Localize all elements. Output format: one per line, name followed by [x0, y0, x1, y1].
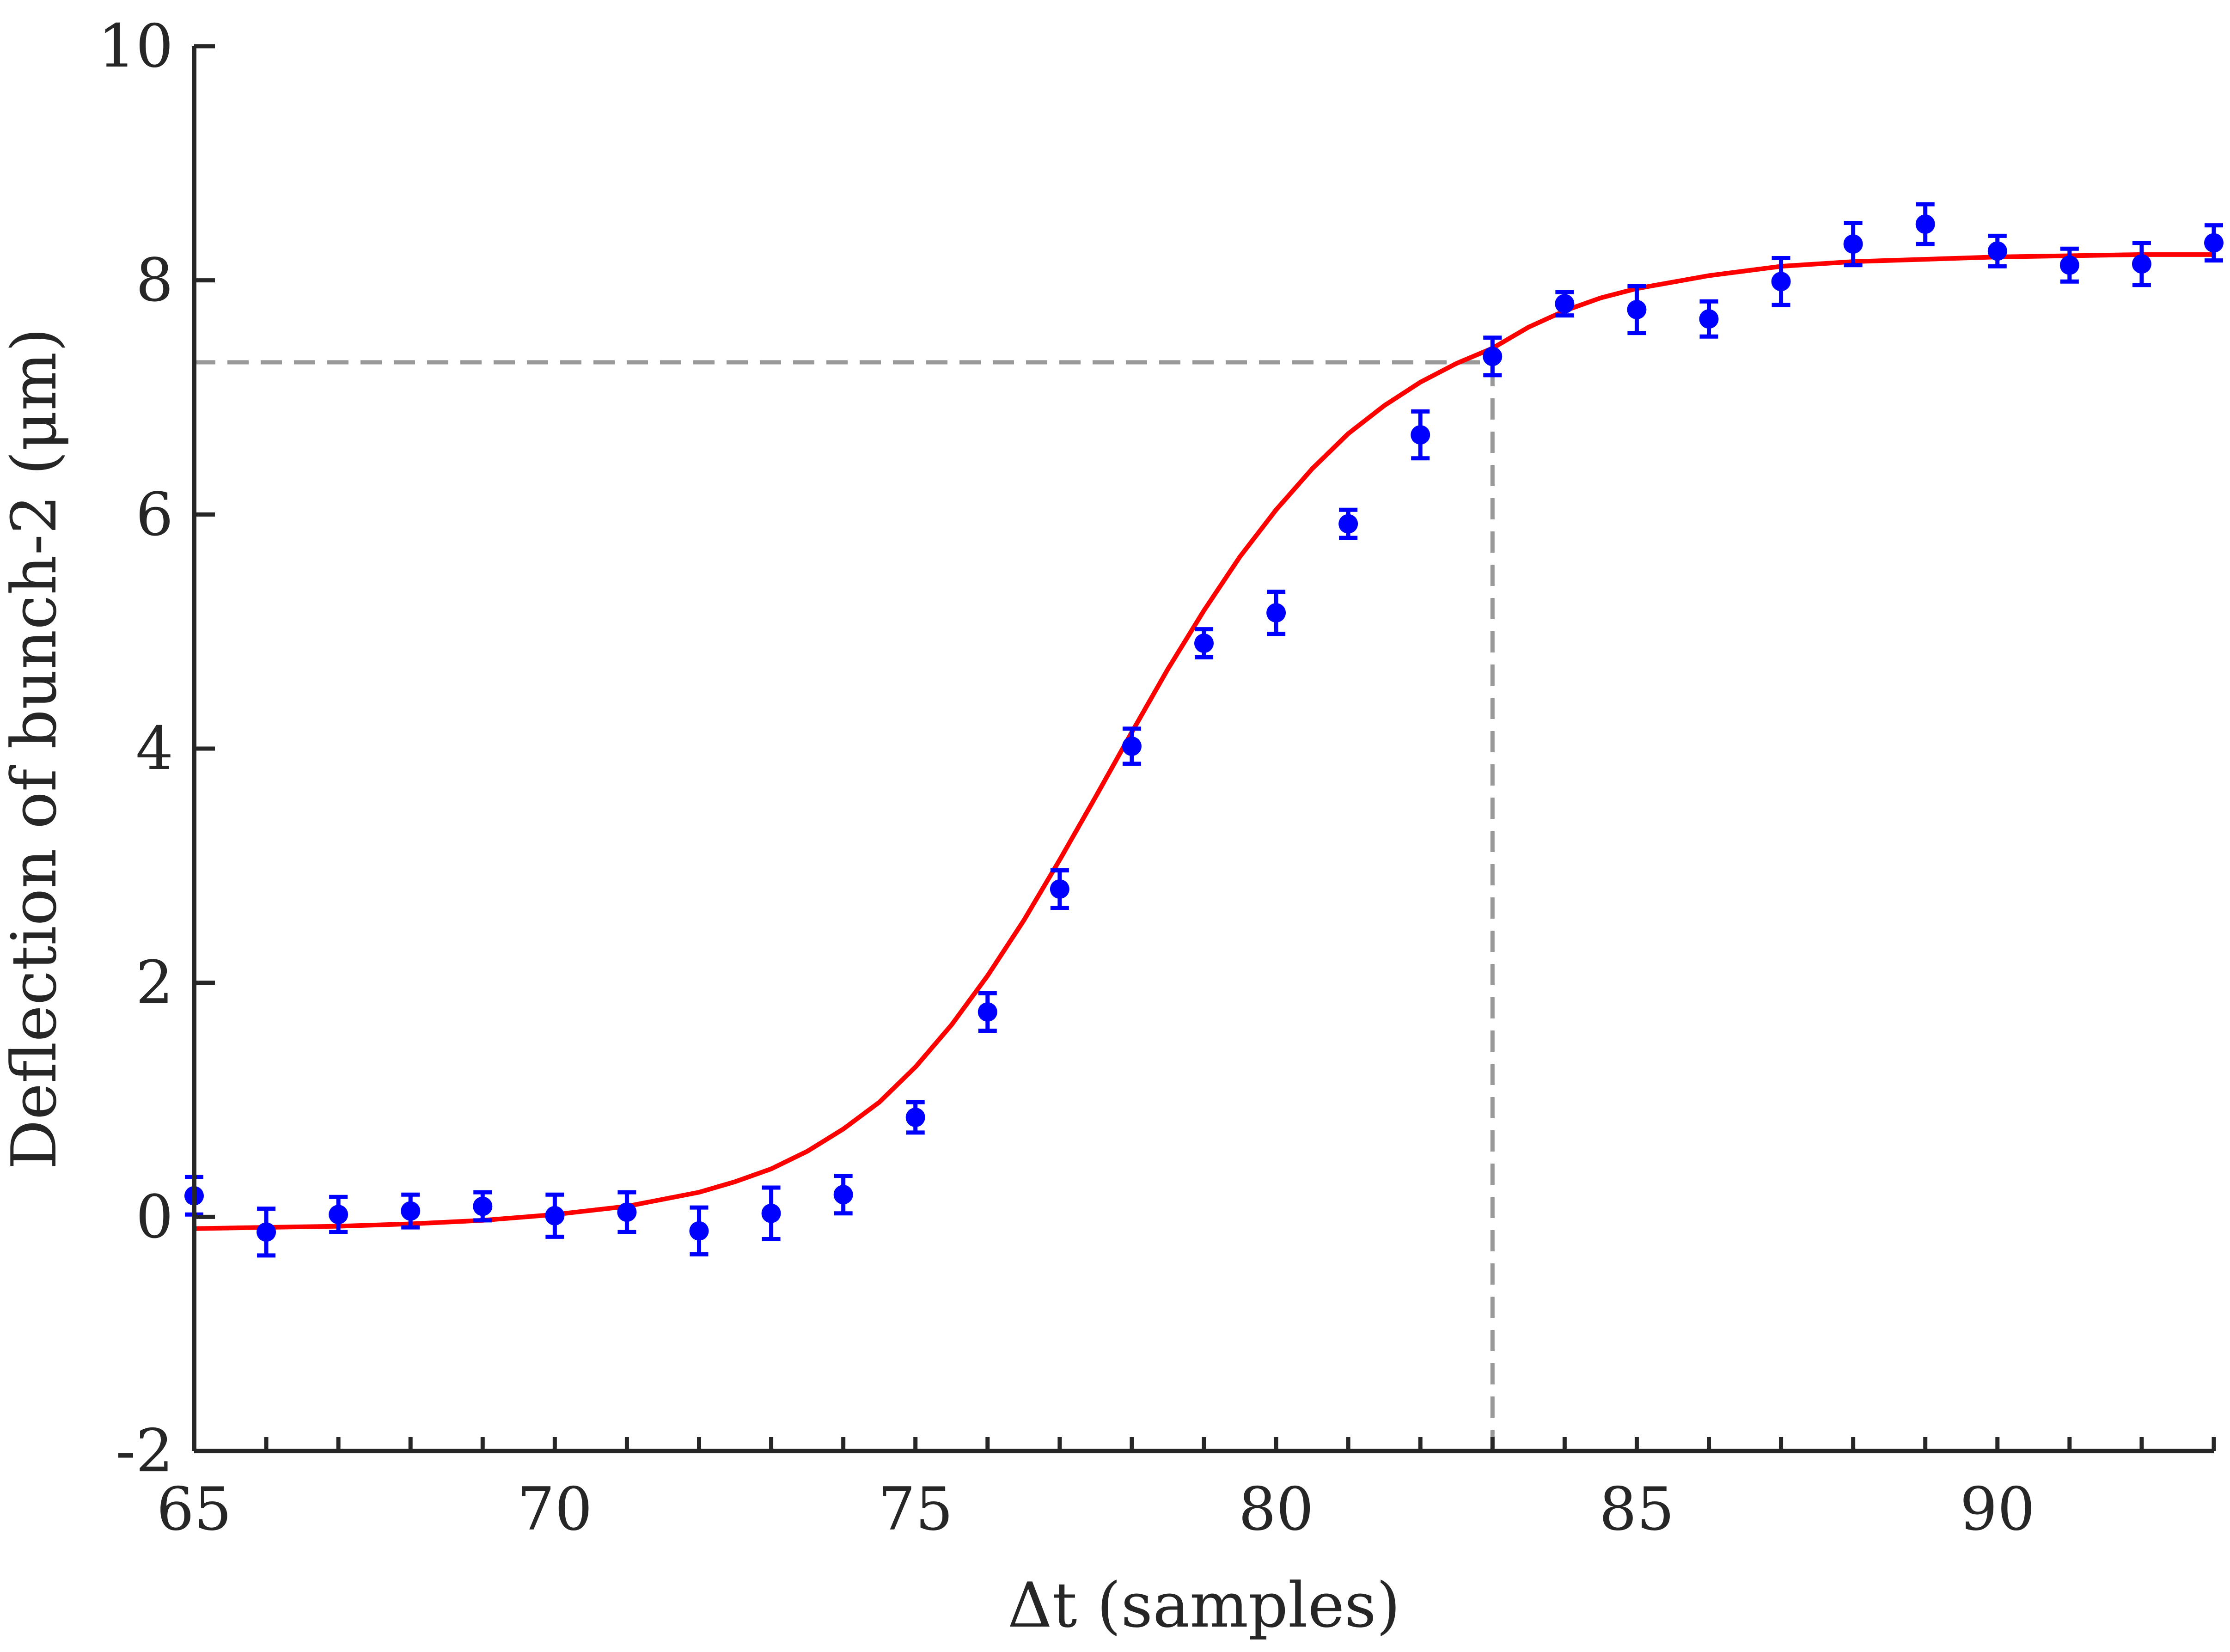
data-point	[1843, 234, 1863, 254]
data-point	[1194, 634, 1214, 653]
x-tick-label: 65	[157, 1475, 232, 1544]
data-point	[1915, 214, 1935, 234]
data-point	[1987, 241, 2007, 261]
axes	[192, 44, 2216, 1453]
data-point	[1266, 603, 1286, 623]
data-point	[2132, 254, 2151, 274]
x-tick-label: 75	[878, 1475, 953, 1544]
reference-lines	[194, 360, 1495, 1451]
y-tick-label: 2	[136, 949, 173, 1018]
data-point	[1411, 425, 1430, 445]
data-point	[401, 1201, 421, 1221]
data-point	[617, 1202, 637, 1222]
y-axis-title: Deflection of bunch-2 (μm)	[0, 328, 70, 1169]
data-point	[2204, 233, 2224, 253]
x-tick-label: 70	[517, 1475, 593, 1544]
data-point	[1483, 347, 1503, 366]
x-tick-labels: 65 70 75 80 85 90	[157, 1475, 2035, 1544]
data-point	[1050, 879, 1069, 899]
data-point	[257, 1222, 276, 1242]
x-tick-label: 90	[1960, 1475, 2035, 1544]
data-point	[1627, 300, 1647, 319]
data-point	[2059, 255, 2079, 275]
y-tick-label: 0	[136, 1183, 173, 1251]
data-point-layer	[184, 214, 2224, 1242]
data-point	[1771, 272, 1791, 292]
data-point	[1338, 514, 1358, 534]
data-point	[978, 1002, 997, 1022]
data-point	[833, 1185, 853, 1205]
y-tick-label: 4	[136, 714, 173, 783]
y-tick-label: 8	[136, 246, 173, 315]
data-point	[1555, 294, 1575, 314]
data-point	[689, 1221, 709, 1241]
data-point	[329, 1205, 348, 1225]
x-axis-title: Δt (samples)	[1008, 1569, 1400, 1641]
data-point	[761, 1203, 781, 1223]
data-point	[545, 1206, 565, 1225]
fit-curve-line	[194, 252, 2214, 1231]
y-tick-label: 10	[98, 12, 173, 81]
data-point	[905, 1108, 925, 1127]
x-tick-label: 80	[1239, 1475, 1314, 1544]
y-tick-label: -2	[116, 1417, 173, 1486]
y-tick-labels: -2 0 2 4 6 8 10	[98, 12, 173, 1486]
fit-curve-layer	[194, 252, 2214, 1231]
data-point	[473, 1196, 493, 1216]
data-point	[1122, 736, 1142, 756]
x-tick-label: 85	[1599, 1475, 1674, 1544]
y-tick-label: 6	[136, 480, 173, 549]
data-point	[1699, 309, 1719, 329]
